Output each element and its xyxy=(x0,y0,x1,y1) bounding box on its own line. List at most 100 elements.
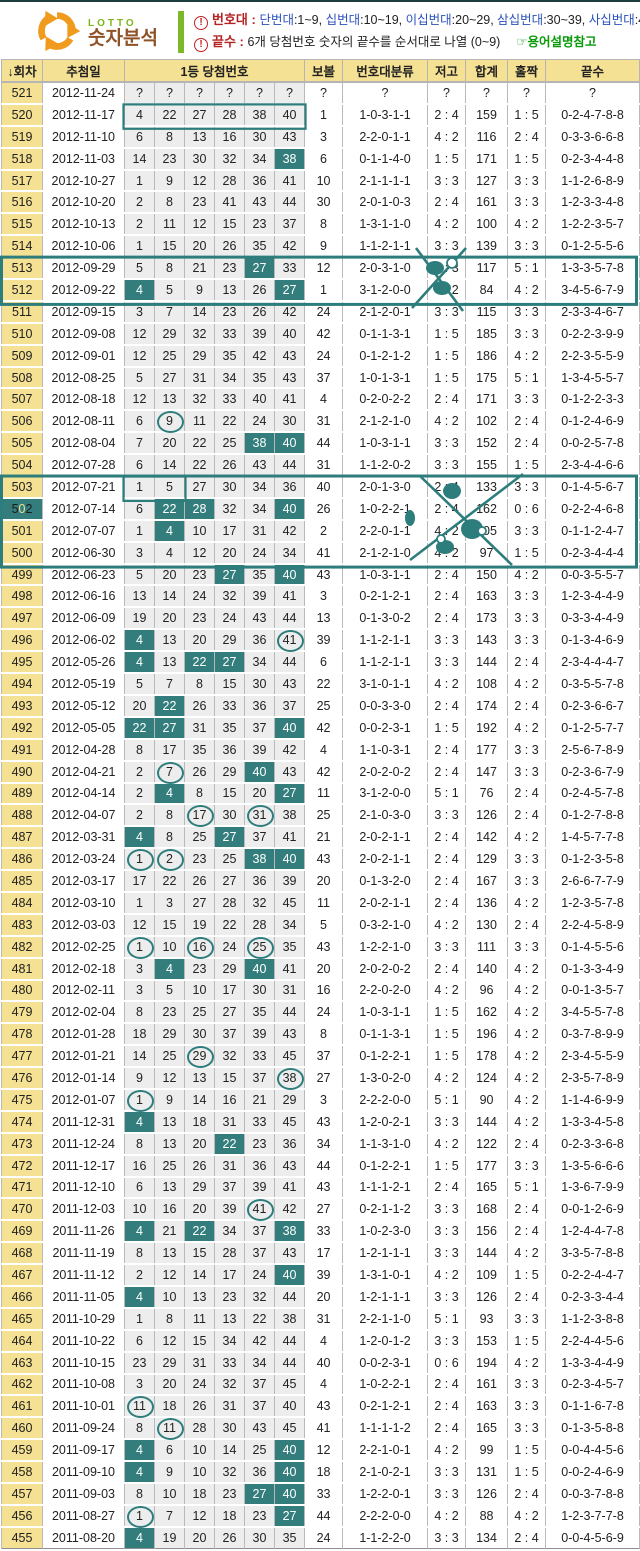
number-cell: 13 xyxy=(154,628,185,652)
date-cell: 2012-11-03 xyxy=(42,146,125,170)
sum-cell: 76 xyxy=(465,781,509,805)
ends-cell: 1-1-4-6-9-9 xyxy=(545,1087,640,1111)
glossary-link[interactable]: ☞용어설명참고 xyxy=(516,35,597,49)
number-cell: 23 xyxy=(214,1284,245,1308)
number-cell: 22 xyxy=(184,453,215,477)
bonus-cell: 16 xyxy=(304,978,344,1002)
lowhigh-cell: 5 : 1 xyxy=(427,1306,467,1330)
lowhigh-cell: 2 : 4 xyxy=(427,1416,467,1440)
bonus-cell: 40 xyxy=(304,1350,344,1374)
header-row: ↓회차 추첨일 1등 당첨번호 보볼 번호대분류 저고 합계 홀짝 끝수 xyxy=(1,59,640,83)
number-cell: 34 xyxy=(214,1219,245,1243)
col-header-round[interactable]: ↓회차 xyxy=(1,59,43,83)
number-cell: 29 xyxy=(214,759,245,783)
number-cell: 40 xyxy=(273,1460,306,1483)
number-cell: 43 xyxy=(273,672,306,695)
ends-cell: 2-6-6-7-7-9 xyxy=(545,869,640,892)
number-cell: 24 xyxy=(184,584,215,608)
date-cell: 2012-02-25 xyxy=(42,934,125,958)
ends-cell: 0-1-2-5-7-7 xyxy=(545,715,640,739)
sum-cell: 171 xyxy=(465,387,509,411)
date-cell: 2012-08-25 xyxy=(42,365,125,389)
number-cell: 44 xyxy=(273,190,306,214)
bonus-cell: 4 xyxy=(304,1328,344,1352)
sum-cell: 155 xyxy=(465,453,509,477)
bonus-cell: 44 xyxy=(304,1503,344,1527)
number-cell: 18 xyxy=(214,1503,245,1527)
sum-cell: 102 xyxy=(465,409,509,433)
number-cell: 4 xyxy=(154,540,185,564)
number-cell: 40 xyxy=(273,496,306,520)
number-cell: 8 xyxy=(124,1241,155,1265)
oddeven-cell: 2 : 4 xyxy=(507,1131,547,1155)
col-header-numbers: 1등 당첨번호 xyxy=(123,59,306,83)
round-cell: 507 xyxy=(1,387,43,411)
number-cell: 37 xyxy=(244,1219,275,1243)
lowhigh-cell: 2 : 4 xyxy=(427,737,467,761)
date-cell: 2012-08-18 xyxy=(42,387,125,411)
bonus-cell: ? xyxy=(304,81,344,104)
number-cell: 2 xyxy=(124,1263,155,1286)
number-cell: 8 xyxy=(154,803,185,827)
date-cell: 2012-10-20 xyxy=(42,190,125,214)
lowhigh-cell: 3 : 3 xyxy=(427,1219,467,1243)
page-title: 숫자분석 xyxy=(88,28,158,49)
number-cell: 34 xyxy=(273,540,306,564)
date-cell: 2011-10-29 xyxy=(42,1306,125,1330)
classify-cell: ? xyxy=(342,81,429,104)
number-cell: 17 xyxy=(214,978,245,1002)
number-cell: 39 xyxy=(244,1175,275,1199)
bonus-cell: 21 xyxy=(304,825,344,849)
result-row: 472 2011-12-17 16 25 26 31 36 43 44 0-1-2-2-1 1 : … xyxy=(1,1153,640,1177)
bonus-cell: 42 xyxy=(304,759,344,783)
number-cell: 20 xyxy=(154,1372,185,1396)
date-cell: 2011-11-12 xyxy=(42,1263,125,1286)
lowhigh-cell: 3 : 3 xyxy=(427,256,467,280)
number-cell: 13 xyxy=(184,124,215,148)
bonus-cell: 24 xyxy=(304,299,344,323)
round-cell: 461 xyxy=(1,1394,43,1418)
number-cell: 8 xyxy=(124,1482,155,1505)
number-cell: 9 xyxy=(154,409,185,435)
number-cell: 27 xyxy=(184,475,215,498)
oddeven-cell: 3 : 3 xyxy=(507,1306,547,1330)
oddeven-cell: 3 : 3 xyxy=(507,475,547,498)
round-cell: 459 xyxy=(1,1438,43,1462)
number-cell: 4 xyxy=(154,956,185,980)
number-cell: 5 xyxy=(124,672,155,695)
classify-cell: 1-1-1-1-2 xyxy=(342,1416,429,1440)
number-cell: 41 xyxy=(273,628,306,654)
number-cell: 40 xyxy=(273,562,306,586)
ends-cell: 1-2-3-5-7-8 xyxy=(545,890,640,914)
classify-cell: 0-2-1-2-1 xyxy=(342,1394,429,1418)
date-cell: 2012-02-04 xyxy=(42,1000,125,1024)
sum-cell: 96 xyxy=(465,978,509,1002)
classify-cell: 2-0-2-1-1 xyxy=(342,890,429,914)
number-cell: 29 xyxy=(214,628,245,652)
number-cell: 24 xyxy=(214,606,245,630)
ends-cell: 0-0-4-5-6-9 xyxy=(545,1525,640,1549)
date-cell: 2012-04-14 xyxy=(42,781,125,805)
ends-cell: 0-0-4-4-5-6 xyxy=(545,1438,640,1462)
number-cell: 31 xyxy=(214,1109,245,1133)
lowhigh-cell: 2 : 4 xyxy=(427,693,467,717)
result-row: 485 2012-03-17 17 22 26 27 36 39 20 0-1-3-2-0 2 : … xyxy=(1,869,640,892)
number-cell: 37 xyxy=(244,1372,275,1396)
number-cell: 26 xyxy=(244,299,275,323)
number-cell: 22 xyxy=(184,650,215,674)
number-cell: 44 xyxy=(273,1284,306,1308)
number-cell: 27 xyxy=(214,825,245,849)
number-cell: 27 xyxy=(244,1482,275,1505)
oddeven-cell: 3 : 3 xyxy=(507,299,547,323)
number-cell: 13 xyxy=(184,1066,215,1089)
classify-cell: 2-0-2-1-1 xyxy=(342,847,429,871)
number-cell: 30 xyxy=(273,409,306,433)
ends-cell: 0-1-4-5-5-6 xyxy=(545,934,640,958)
lowhigh-cell: 1 : 5 xyxy=(427,321,467,345)
number-cell: 30 xyxy=(184,1022,215,1046)
number-cell: 3 xyxy=(124,978,155,1002)
lowhigh-cell: 2 : 4 xyxy=(427,1175,467,1199)
oddeven-cell: 3 : 3 xyxy=(507,234,547,258)
lotto-logo[interactable]: LOTTO 숫자분석 xyxy=(34,8,158,59)
